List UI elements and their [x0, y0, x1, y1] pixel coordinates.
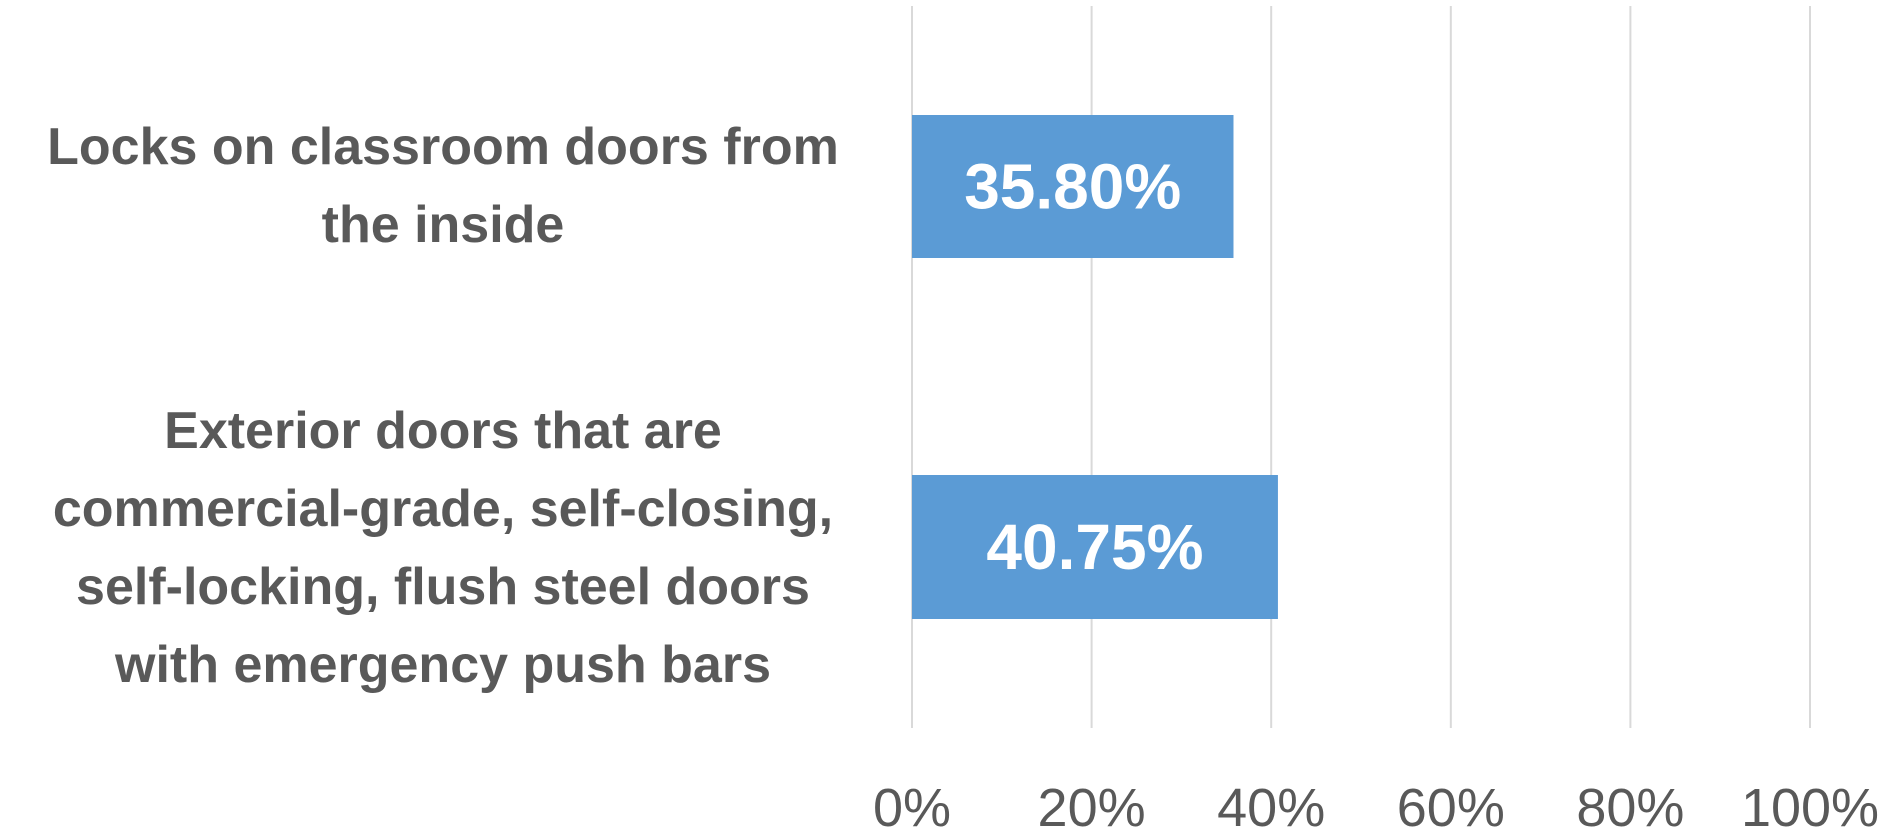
x-tick-label-0: 0%: [873, 778, 951, 835]
x-tick-label-80: 80%: [1576, 778, 1684, 835]
category-label-2: Exterior doors that are commercial-grade,…: [52, 402, 834, 694]
data-label-1: 35.80%: [964, 151, 1181, 223]
bar-1: [912, 115, 1234, 258]
x-tick-label-40: 40%: [1217, 778, 1325, 835]
bar-2: [912, 475, 1278, 619]
category-label-1: Locks on classroom doors from the inside: [47, 118, 839, 254]
x-tick-label-60: 60%: [1397, 778, 1505, 835]
gridlines: [911, 6, 1811, 728]
data-label-2: 40.75%: [986, 511, 1203, 583]
x-tick-label-100: 100%: [1741, 778, 1879, 835]
x-tick-label-20: 20%: [1038, 778, 1146, 835]
